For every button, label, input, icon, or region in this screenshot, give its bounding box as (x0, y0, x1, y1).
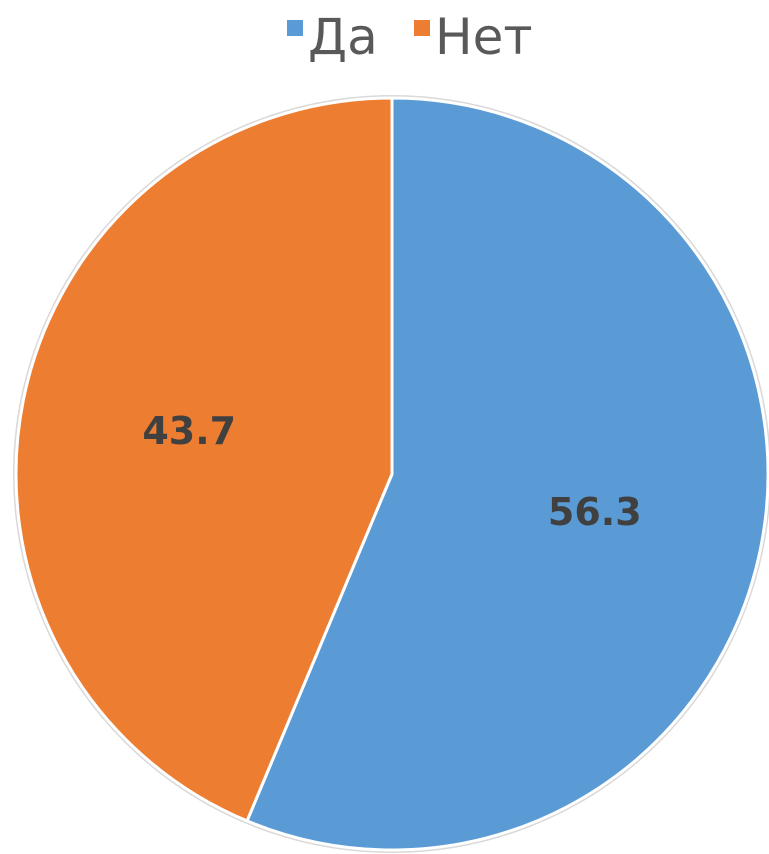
pie-data-labels: 56.3 43.7 (142, 409, 641, 534)
legend-swatch-da (287, 20, 303, 36)
pie-slice-da (245, 96, 769, 852)
data-label-da: 56.3 (548, 490, 642, 534)
data-label-net: 43.7 (142, 409, 236, 453)
pie-slice-net (14, 96, 394, 823)
pie-outline (13, 95, 769, 853)
legend-label-da: Да (308, 8, 378, 66)
pie-slices (14, 96, 769, 852)
legend: Да Нет (287, 8, 533, 66)
legend-swatch-net (414, 20, 430, 36)
legend-label-net: Нет (435, 8, 533, 66)
